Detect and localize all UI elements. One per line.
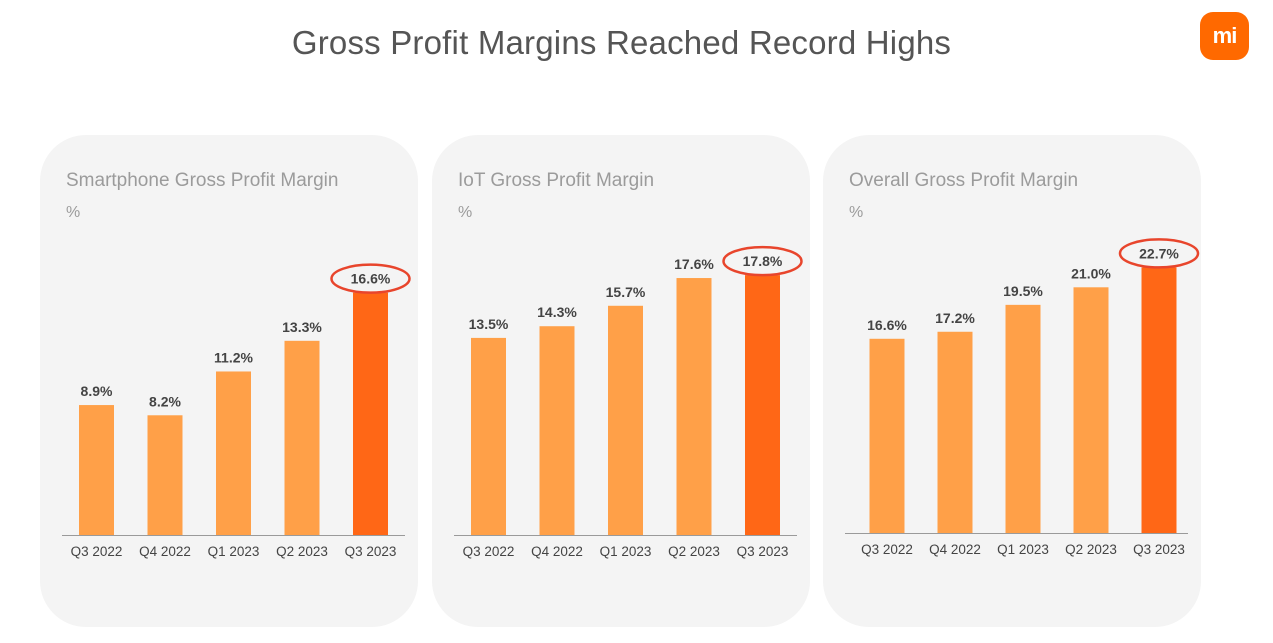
x-tick-label: Q2 2023 — [668, 544, 720, 559]
chart-title: Smartphone Gross Profit Margin — [66, 170, 339, 191]
x-tick-label: Q4 2022 — [531, 544, 583, 559]
smartphone-margin-chart: 8.9% Q3 2022 8.2% Q4 2022 11.2% Q1 2023 13.3% Q… — [62, 263, 411, 559]
overall-margin-panel: Overall Gross Profit Margin % 16.6% Q3 20… — [823, 135, 1201, 627]
bar-value-label: 17.8% — [743, 253, 783, 269]
bar-value-label: 21.0% — [1071, 265, 1111, 281]
x-tick-label: Q1 2023 — [997, 542, 1049, 557]
x-tick-label: Q1 2023 — [600, 544, 652, 559]
unit-label: % — [849, 204, 864, 221]
bar-0 — [79, 405, 114, 535]
x-tick-label: Q3 2022 — [71, 544, 123, 559]
highlight-callout-ring — [722, 245, 803, 277]
bar-1 — [539, 326, 575, 535]
bar-3 — [676, 278, 712, 535]
x-tick-label: Q3 2023 — [1133, 542, 1185, 557]
x-tick-label: Q4 2022 — [139, 544, 191, 559]
bar-value-label: 11.2% — [214, 349, 253, 365]
iot-margin-chart: 13.5% Q3 2022 14.3% Q4 2022 15.7% Q1 2023 17.6… — [454, 245, 803, 559]
bar-1 — [147, 415, 183, 535]
page-title: Gross Profit Margins Reached Record High… — [291, 24, 952, 61]
iot-margin-panel: IoT Gross Profit Margin % 13.5% Q3 2022 14… — [432, 135, 810, 627]
bar-value-label: 14.3% — [537, 304, 577, 320]
bar-4 — [1141, 267, 1177, 533]
smartphone-margin-panel: Smartphone Gross Profit Margin % 8.9% Q3 … — [40, 135, 418, 627]
x-tick-label: Q2 2023 — [276, 544, 328, 559]
bar-1 — [937, 331, 973, 533]
x-tick-label: Q1 2023 — [208, 544, 260, 559]
chart-title: IoT Gross Profit Margin — [458, 170, 655, 191]
highlight-callout-ring — [1118, 238, 1200, 269]
bar-value-label: 13.5% — [469, 316, 509, 332]
bar-0 — [471, 337, 506, 535]
unit-label: % — [66, 204, 81, 221]
xiaomi-logo: mi — [1200, 12, 1249, 60]
bar-value-label: 17.6% — [674, 256, 714, 272]
bar-4 — [353, 292, 388, 535]
bar-2 — [608, 305, 643, 535]
bar-value-label: 15.7% — [606, 284, 646, 300]
bar-value-label: 19.5% — [1003, 283, 1043, 299]
x-tick-label: Q2 2023 — [1065, 542, 1117, 557]
highlight-callout-ring — [330, 263, 411, 294]
x-tick-label: Q3 2022 — [861, 542, 913, 557]
bar-value-label: 17.2% — [935, 310, 975, 326]
bar-4 — [745, 275, 780, 535]
bar-value-label: 8.2% — [149, 393, 181, 409]
bar-0 — [869, 338, 905, 533]
bar-value-label: 13.3% — [282, 319, 322, 335]
bar-value-label: 16.6% — [867, 317, 907, 333]
x-tick-label: Q4 2022 — [929, 542, 981, 557]
x-tick-label: Q3 2023 — [737, 544, 789, 559]
bar-value-label: 8.9% — [81, 383, 113, 399]
unit-label: % — [458, 204, 473, 221]
bar-3 — [284, 340, 320, 535]
bar-2 — [216, 371, 251, 535]
overall-margin-chart: 16.6% Q3 2022 17.2% Q4 2022 19.5% Q1 2023 21.0… — [845, 238, 1200, 557]
chart-title: Overall Gross Profit Margin — [849, 170, 1079, 191]
bar-2 — [1005, 304, 1041, 533]
x-tick-label: Q3 2022 — [463, 544, 515, 559]
x-tick-label: Q3 2023 — [345, 544, 397, 559]
bar-3 — [1073, 287, 1109, 533]
bar-value-label: 16.6% — [351, 271, 391, 287]
bar-value-label: 22.7% — [1139, 245, 1179, 261]
